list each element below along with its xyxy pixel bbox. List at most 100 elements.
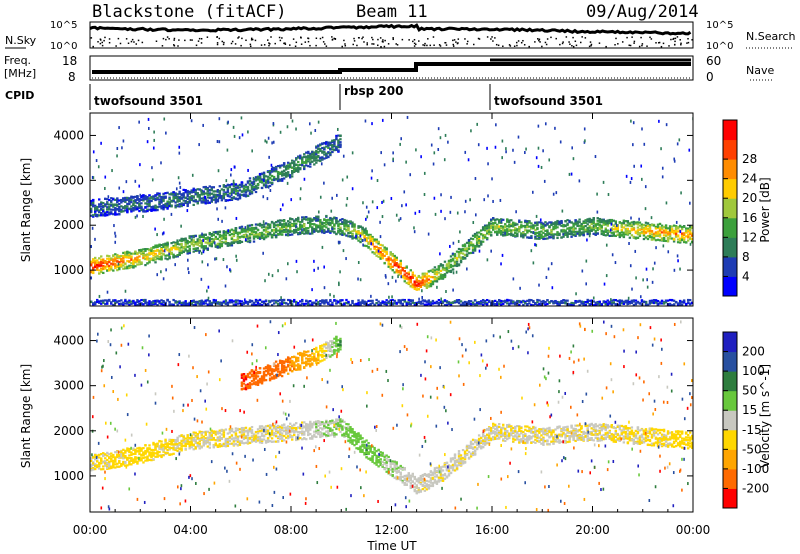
heatmap-cell: [481, 298, 485, 302]
heatmap-cell: [564, 233, 567, 237]
heatmap-cell: [548, 301, 551, 304]
heatmap-cell: [496, 230, 499, 233]
heatmap-cell: [260, 300, 264, 303]
heatmap-cell: [435, 301, 439, 304]
heatmap-cell: [144, 194, 147, 198]
heatmap-cell: [238, 231, 242, 234]
heatmap-cell: [520, 226, 523, 229]
heatmap-cell: [385, 303, 388, 306]
heatmap-cell: [270, 229, 274, 232]
heatmap-cell: [365, 229, 368, 233]
heatmap-cell: [118, 202, 121, 206]
heatmap-cell: [313, 301, 316, 304]
noise-search-dot: [423, 44, 426, 47]
heatmap-cell: [108, 260, 111, 264]
heatmap-cell: [206, 238, 209, 241]
heatmap-cell: [202, 190, 205, 193]
heatmap-cell: [542, 302, 545, 305]
heatmap-cell: [339, 141, 342, 144]
heatmap-cell: [413, 282, 417, 286]
heatmap-cell: [156, 244, 159, 247]
heatmap-cell: [291, 175, 294, 178]
heatmap-cell: [286, 171, 290, 174]
heatmap-cell: [636, 236, 640, 239]
heatmap-cell: [576, 224, 579, 227]
heatmap-cell: [353, 228, 356, 231]
heatmap-cell: [138, 198, 141, 201]
heatmap-cell: [526, 224, 529, 227]
heatmap-cell: [540, 236, 543, 239]
heatmap-cell: [196, 241, 199, 244]
heatmap-cell: [116, 203, 119, 207]
heatmap-cell: [98, 214, 101, 217]
noise-search-dot: [528, 45, 530, 48]
heatmap-cell: [600, 303, 603, 306]
heatmap-cell: [313, 230, 316, 233]
heatmap-cell: [429, 302, 433, 305]
heatmap-cell: [166, 246, 169, 249]
heatmap-cell: [234, 192, 238, 196]
heatmap-cell: [104, 267, 107, 270]
heatmap-cell: [399, 265, 402, 269]
heatmap-cell: [648, 227, 652, 230]
noise-search-dot: [658, 41, 661, 44]
heatmap-cell: [417, 275, 421, 278]
heatmap-cell: [303, 153, 306, 156]
heatmap-cell: [182, 196, 185, 199]
heatmap-cell: [572, 230, 575, 234]
heatmap-cell: [431, 299, 435, 303]
heatmap-cell: [592, 228, 595, 231]
heatmap-cell: [216, 230, 220, 234]
noise-search-dot: [516, 44, 518, 47]
heatmap-cell: [210, 186, 213, 189]
heatmap-cell: [230, 191, 234, 194]
heatmap-cell: [280, 172, 284, 176]
heatmap-cell: [204, 237, 207, 240]
heatmap-cell: [218, 192, 222, 195]
heatmap-cell: [178, 247, 181, 250]
heatmap-cell: [194, 191, 197, 194]
heatmap-cell: [154, 255, 157, 258]
heatmap-cell: [542, 231, 545, 234]
heatmap-cell: [485, 230, 489, 233]
heatmap-cell: [415, 279, 419, 282]
heatmap-cell: [150, 205, 153, 209]
heatmap-cell: [90, 264, 93, 267]
heatmap-cell: [112, 269, 115, 272]
heatmap-cell: [656, 238, 660, 241]
heatmap-cell: [397, 271, 400, 274]
heatmap-cell: [276, 177, 280, 180]
heatmap-cell: [288, 217, 292, 220]
heatmap-cell: [443, 273, 447, 276]
heatmap-cell: [433, 271, 437, 274]
heatmap-cell: [429, 303, 433, 306]
heatmap-cell: [415, 276, 419, 279]
heatmap-cell: [656, 234, 660, 237]
heatmap-cell: [206, 186, 209, 190]
heatmap-cell: [309, 222, 312, 225]
heatmap-cell: [132, 196, 135, 199]
noise-search-dot: [162, 37, 165, 40]
heatmap-cell: [668, 225, 672, 228]
heatmap-cell: [138, 300, 141, 303]
heatmap-cell: [136, 263, 139, 266]
heatmap-cell: [550, 231, 553, 234]
heatmap-cell: [118, 209, 121, 213]
heatmap-cell: [280, 301, 284, 304]
heatmap-cell: [218, 196, 222, 199]
heatmap-cell: [650, 238, 654, 241]
heatmap-cell: [130, 201, 133, 204]
heatmap-cell: [652, 234, 656, 238]
heatmap-cell: [678, 238, 682, 241]
heatmap-cell: [686, 236, 690, 239]
heatmap-cell: [409, 285, 412, 288]
heatmap-cell: [150, 251, 153, 254]
noise-search-dot: [539, 41, 541, 43]
heatmap-cell: [393, 260, 396, 263]
heatmap-cell: [546, 299, 549, 302]
heatmap-cell: [471, 249, 475, 252]
heatmap-cell: [288, 228, 292, 232]
noise-search-dot: [97, 41, 99, 43]
heatmap-cell: [234, 299, 238, 302]
heatmap-cell: [449, 265, 453, 268]
